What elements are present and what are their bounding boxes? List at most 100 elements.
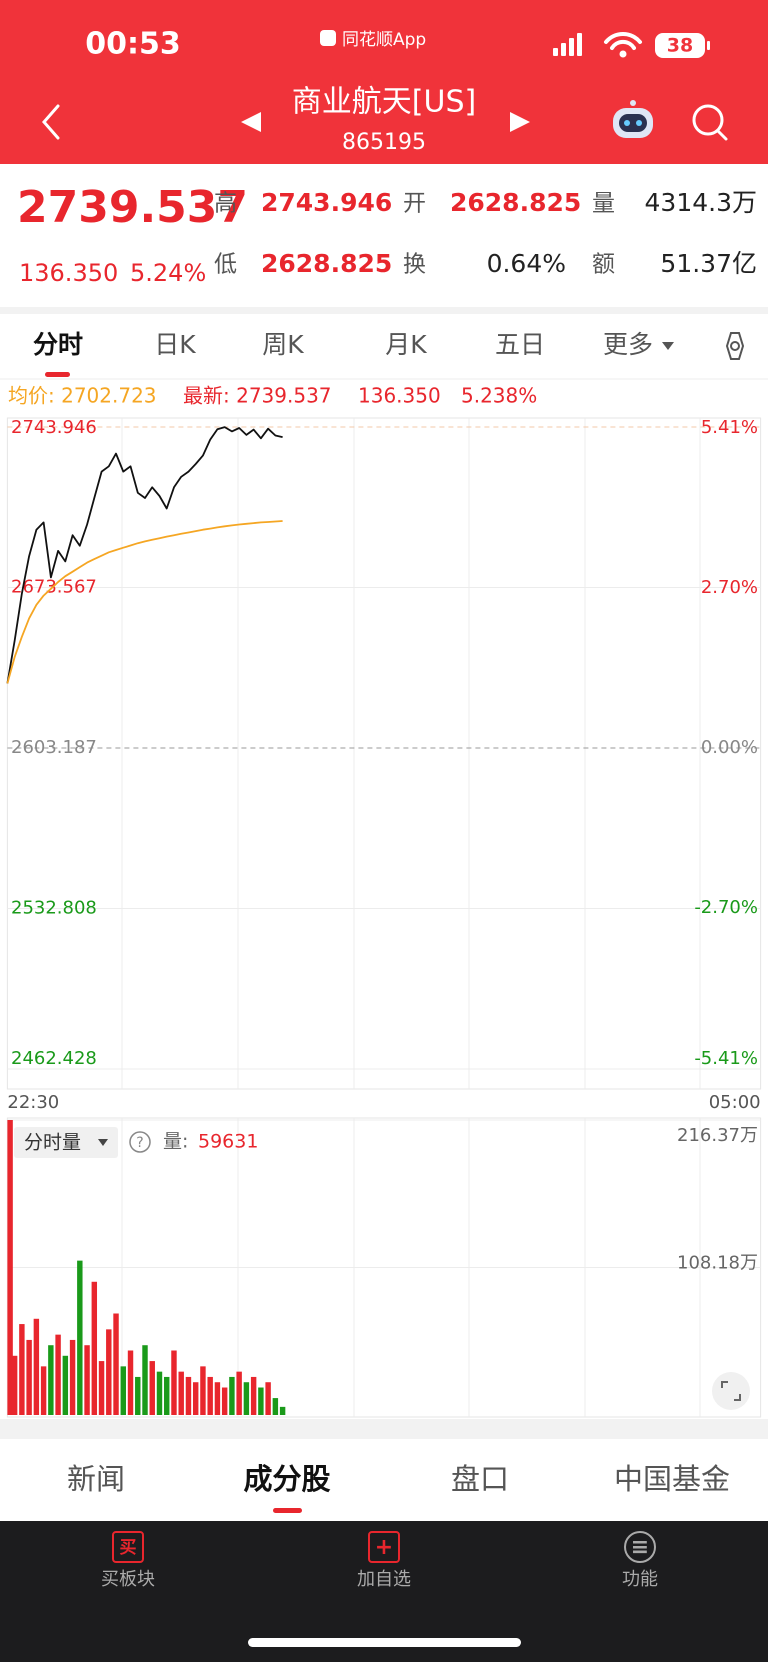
- nav-label[interactable]: 功能: [622, 1569, 658, 1590]
- price-line: [6, 520, 283, 684]
- volume-bar: [236, 1371, 242, 1415]
- info-change: 136.350: [358, 384, 441, 408]
- volume-bar: [19, 1324, 25, 1415]
- field-label: 换: [403, 252, 426, 278]
- app-name: 同花顺App: [342, 30, 426, 50]
- bottom-tab[interactable]: 中国基金: [614, 1462, 730, 1496]
- settings[interactable]: [725, 332, 745, 360]
- volume-bar: [48, 1345, 54, 1415]
- chart-frame: [6, 417, 762, 1090]
- nav-label[interactable]: 买板块: [101, 1569, 155, 1590]
- nav-icon-box: [368, 1531, 400, 1563]
- y2-tick-label: 2.70%: [701, 577, 758, 598]
- nav-icon-box: [112, 1531, 144, 1563]
- tab[interactable]: 月K: [385, 330, 427, 359]
- selector-bg[interactable]: [14, 1127, 118, 1158]
- volume-bar: [229, 1376, 235, 1415]
- change-pct: 5.24%: [130, 259, 206, 287]
- volume-bar: [279, 1406, 286, 1415]
- x-tick-label: 22:30: [7, 1092, 59, 1113]
- y-tick-label: 108.18万: [677, 1253, 758, 1274]
- volume-bar: [106, 1329, 112, 1415]
- volume-bar: [77, 1260, 83, 1415]
- stock-code: 865195: [342, 130, 426, 155]
- field-label: 额: [592, 252, 615, 278]
- volume-bar: [265, 1382, 271, 1415]
- y2-tick-label: 5.41%: [701, 417, 758, 438]
- volume-bar: [192, 1382, 199, 1415]
- volume-bar: [178, 1371, 184, 1415]
- tab-indicator: [273, 1508, 302, 1513]
- volume-bar: [62, 1355, 69, 1415]
- volume-bar: [221, 1387, 228, 1415]
- bottom-tab[interactable]: 新闻: [67, 1462, 125, 1496]
- dropdown: [98, 1139, 108, 1146]
- prev[interactable]: [241, 112, 261, 132]
- field-value: 2628.825: [450, 188, 581, 217]
- volume-bar: [243, 1382, 250, 1415]
- field-value: 0.64%: [487, 249, 566, 278]
- tab[interactable]: 日K: [154, 330, 196, 359]
- volume-bar: [207, 1376, 213, 1415]
- search[interactable]: [692, 104, 724, 136]
- nav-icon: ≡: [631, 1535, 649, 1560]
- separator: [0, 1419, 768, 1439]
- y-tick-label: 216.37万: [677, 1125, 758, 1146]
- volume-bar: [214, 1382, 221, 1415]
- time: 00:53: [85, 27, 181, 62]
- volume-bar: [120, 1366, 126, 1415]
- help-mark: ?: [136, 1135, 143, 1151]
- volume-bar: [84, 1345, 90, 1415]
- tab[interactable]: 更多: [603, 330, 653, 359]
- battery-tip: [707, 41, 710, 50]
- expand[interactable]: [712, 1372, 750, 1410]
- y-tick-label: 2532.808: [11, 897, 97, 918]
- volume-bar: [258, 1387, 264, 1415]
- next[interactable]: [510, 112, 530, 132]
- change: 136.350: [19, 259, 118, 287]
- signal: [553, 33, 582, 56]
- volume-bar: [98, 1361, 105, 1415]
- field-value: 4314.3万: [645, 188, 757, 217]
- volume-bar: [40, 1366, 47, 1415]
- info-latest: 最新: 2739.537: [183, 384, 332, 408]
- volume-bar: [55, 1334, 61, 1415]
- assistant[interactable]: [613, 100, 653, 138]
- volume-bar: [69, 1339, 76, 1415]
- battery: [655, 33, 705, 58]
- expand-icon: [721, 1381, 741, 1401]
- price-line: [6, 426, 283, 684]
- field-label: 低: [214, 252, 237, 278]
- help[interactable]: [129, 1131, 151, 1153]
- tab[interactable]: 五日: [495, 330, 545, 359]
- volume-bar: [7, 1120, 13, 1415]
- volume-bar: [171, 1350, 177, 1415]
- y-tick-label: 2603.187: [11, 737, 97, 758]
- nav-label[interactable]: 加自选: [357, 1569, 411, 1590]
- volume-bar: [11, 1355, 18, 1415]
- dropdown: [662, 342, 674, 350]
- volume-bar: [26, 1339, 32, 1415]
- field-label: 开: [403, 191, 426, 217]
- volume-bar: [113, 1313, 119, 1415]
- tab[interactable]: 周K: [262, 330, 304, 359]
- bottom-tab[interactable]: 盘口: [451, 1462, 509, 1496]
- y2-tick-label: -2.70%: [694, 897, 758, 918]
- field-value: 51.37亿: [660, 249, 757, 278]
- x-tick-label: 05:00: [709, 1092, 761, 1113]
- field-label: 量: [592, 191, 615, 217]
- field-value: 2628.825: [261, 249, 392, 278]
- bottom-tab[interactable]: 成分股: [243, 1462, 330, 1496]
- wifi: [619, 50, 627, 58]
- nav-icon: 买: [120, 1538, 137, 1558]
- volume-bar: [91, 1281, 98, 1415]
- volume-label: 量:: [163, 1131, 188, 1153]
- tab[interactable]: 分时: [33, 330, 83, 359]
- volume-bar: [127, 1350, 134, 1415]
- y2-tick-label: 0.00%: [701, 737, 758, 758]
- field-value: 2743.946: [261, 188, 392, 217]
- selector[interactable]: 分时量: [24, 1132, 81, 1154]
- stock-name: 商业航天[US]: [292, 85, 476, 120]
- back[interactable]: [42, 104, 60, 140]
